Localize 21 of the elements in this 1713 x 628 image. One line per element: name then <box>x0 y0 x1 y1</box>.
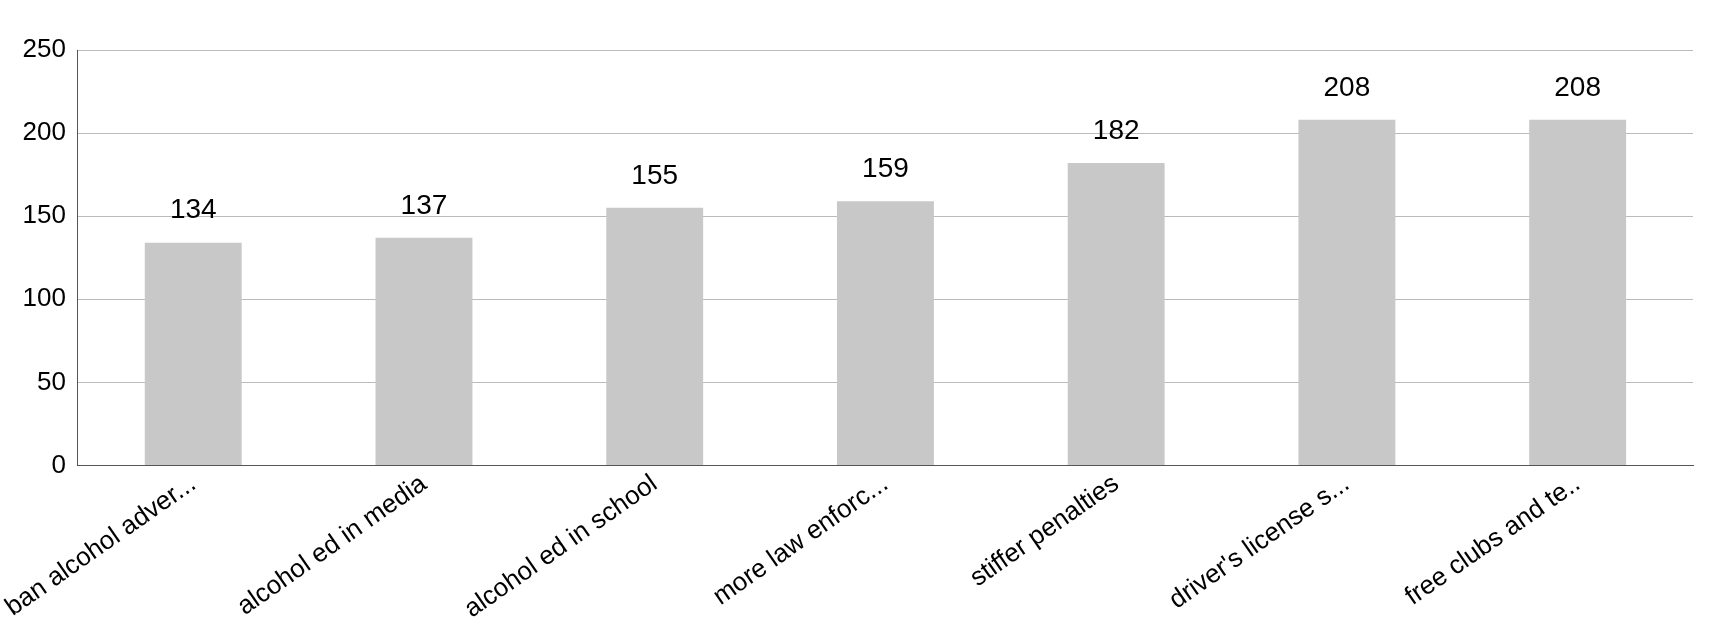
y-tick-label: 200 <box>22 116 66 147</box>
data-label: 182 <box>1092 113 1140 145</box>
x-tick-label: free clubs and te.. <box>1398 467 1586 611</box>
bar <box>375 237 473 465</box>
y-tick-label: 0 <box>51 448 66 479</box>
y-tick-label: 150 <box>22 199 66 230</box>
y-tick-label: 100 <box>22 282 66 313</box>
bar <box>1529 119 1627 465</box>
data-label: 155 <box>631 158 679 190</box>
data-label: 208 <box>1554 70 1601 102</box>
data-label: 134 <box>169 193 217 225</box>
y-tick-label: 250 <box>22 33 66 64</box>
bar <box>1067 163 1165 465</box>
data-label: 159 <box>862 151 909 183</box>
bar <box>1298 119 1396 465</box>
bar <box>606 207 704 465</box>
data-label: 208 <box>1323 70 1371 102</box>
bar <box>144 242 242 465</box>
y-tick-label: 50 <box>36 365 66 396</box>
data-label: 137 <box>400 188 448 220</box>
bar <box>836 201 934 465</box>
